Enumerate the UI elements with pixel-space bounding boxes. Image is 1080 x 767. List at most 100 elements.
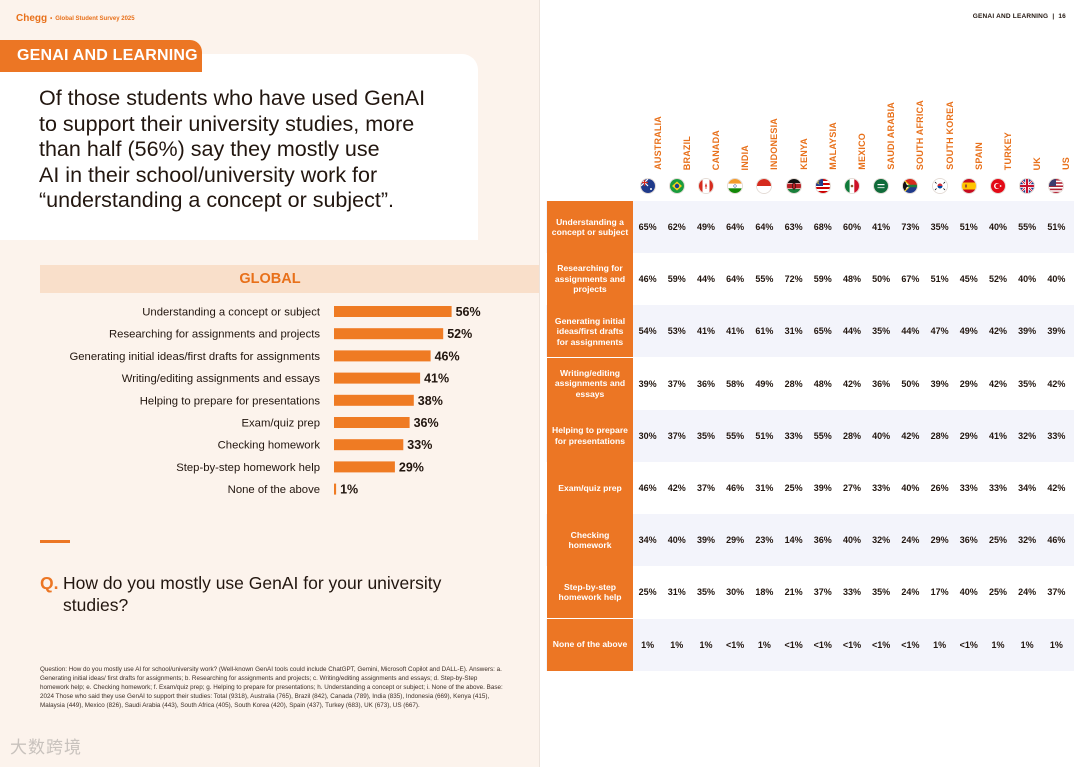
table-cell: 67% xyxy=(901,274,920,285)
bar-category-label: Generating initial ideas/first drafts fo… xyxy=(69,351,320,363)
table-cell: 64% xyxy=(755,222,774,232)
table-cell: 41% xyxy=(696,326,715,337)
table-cell: 39% xyxy=(1047,326,1066,337)
flag-my-icon xyxy=(815,179,830,193)
table-cell: 1% xyxy=(641,639,655,650)
footnote: Question: How do you mostly use AI for s… xyxy=(40,666,503,709)
flag-mx-icon xyxy=(844,179,859,193)
table-row: Writing/editing assignments and essays 39… xyxy=(546,357,1074,410)
table-row: Understanding a concept or subject 65% 62%… xyxy=(546,201,1074,253)
table-cell: 1% xyxy=(1020,639,1034,650)
bar xyxy=(334,372,421,384)
table-cell: <1% xyxy=(901,639,920,650)
country-name: UK xyxy=(1032,156,1043,170)
table-cell: 29% xyxy=(930,535,949,546)
country-name: SAUDI ARABIA xyxy=(886,102,897,170)
table-cell: 40% xyxy=(959,587,978,598)
table-cell: 44% xyxy=(696,274,715,285)
table-cell: 34% xyxy=(1018,483,1037,493)
table-cell: 44% xyxy=(901,326,920,337)
row-label: Checking homework xyxy=(547,514,633,567)
flag-kr-icon xyxy=(932,179,947,193)
brand-header: Chegg • Global Student Survey 2025 xyxy=(16,13,135,24)
table-cell: 61% xyxy=(755,326,774,337)
bar-value-label: 1% xyxy=(340,483,358,497)
country-name: MALAYSIA xyxy=(827,122,838,170)
table-cell: 47% xyxy=(930,326,949,337)
flag-uk-icon xyxy=(1020,179,1035,193)
table-cell: 24% xyxy=(901,535,920,546)
survey-question: Q. How do you mostly use GenAI for your … xyxy=(40,572,500,616)
table-cell: 32% xyxy=(1018,535,1037,546)
table-cell: 28% xyxy=(784,378,803,389)
page-header-separator: | xyxy=(1052,13,1055,20)
bar-category-label: Writing/editing assignments and essays xyxy=(122,373,321,385)
country-name: KENYA xyxy=(798,138,809,170)
table-cell: 24% xyxy=(901,587,920,598)
table-cell: 14% xyxy=(784,535,803,546)
table-cell: 65% xyxy=(813,326,832,337)
flag-us-icon xyxy=(1049,179,1064,193)
right-page: GENAI AND LEARNING | 16 AUSTRALIA BRAZIL CAN… xyxy=(540,0,1080,767)
table-cell: 73% xyxy=(901,222,920,232)
global-bar-chart: Understanding a concept or subject 56% Res… xyxy=(69,305,480,497)
table-cell: 25% xyxy=(988,587,1007,598)
table-cell: 58% xyxy=(726,378,745,389)
table-cell: 1% xyxy=(1049,639,1063,650)
bar xyxy=(334,417,410,428)
bar-value-label: 29% xyxy=(399,460,424,474)
table-cell: 45% xyxy=(959,274,978,285)
table-cell: 37% xyxy=(813,587,832,598)
table-cell: 29% xyxy=(959,378,978,389)
table-cell: 28% xyxy=(842,430,861,441)
table-cell: 52% xyxy=(988,274,1007,285)
table-cell: 31% xyxy=(784,326,803,337)
table-cell: 36% xyxy=(813,535,832,546)
table-cell: 25% xyxy=(638,587,657,598)
table-cell: 1% xyxy=(991,639,1005,650)
table-cell: 35% xyxy=(872,587,891,598)
bar-category-label: Helping to prepare for presentations xyxy=(140,395,321,407)
table-cell: 37% xyxy=(696,483,715,493)
table-cell: 33% xyxy=(842,587,861,598)
row-label: Helping to prepare for presentations xyxy=(547,409,633,462)
table-cell: 40% xyxy=(1018,274,1037,285)
table-cell: 37% xyxy=(1047,587,1066,598)
table-cell: 33% xyxy=(1047,430,1066,441)
table-cell: 40% xyxy=(988,222,1007,232)
bar xyxy=(334,394,414,406)
section-tab: GENAI AND LEARNING xyxy=(0,40,202,72)
table-cell: 39% xyxy=(813,483,832,493)
brand-subtitle: Global Student Survey 2025 xyxy=(55,16,135,22)
table-cell: 41% xyxy=(872,222,891,232)
headline-text: Of those students who have used GenAI to… xyxy=(39,86,426,212)
bar xyxy=(334,461,395,473)
table-cell: 49% xyxy=(959,326,978,337)
table-cell: <1% xyxy=(842,639,862,650)
table-cell: 28% xyxy=(930,430,949,441)
row-label: Researching for assignments and projects xyxy=(547,253,633,306)
country-name: INDONESIA xyxy=(769,118,780,170)
table-cell: 64% xyxy=(726,222,745,232)
table-cell: 55% xyxy=(813,430,832,441)
table-cell: 48% xyxy=(813,378,832,389)
table-cell: 62% xyxy=(667,222,686,232)
table-cell: 39% xyxy=(638,378,657,389)
row-label: Writing/editing assignments and essays xyxy=(547,357,633,410)
country-name: SOUTH AFRICA xyxy=(915,99,926,170)
country-name: SPAIN xyxy=(973,142,984,170)
table-cell: 44% xyxy=(842,326,861,337)
table-cell: 42% xyxy=(1047,483,1066,493)
table-cell: 35% xyxy=(696,430,715,441)
table-cell: 72% xyxy=(784,274,803,285)
table-cell: 53% xyxy=(667,326,686,337)
table-cell: 1% xyxy=(670,639,684,650)
table-cell: 33% xyxy=(784,430,803,441)
bar-category-label: Understanding a concept or subject xyxy=(142,307,321,319)
flag-au-icon xyxy=(640,179,655,193)
table-cell: 59% xyxy=(667,274,686,285)
table-row: Exam/quiz prep 46% 42% 37% 46% 31% 25% 39% 27% 33… xyxy=(546,462,1074,514)
column-header-south-africa: SOUTH AFRICA xyxy=(896,92,925,200)
row-label: Understanding a concept or subject xyxy=(547,201,633,253)
row-label: Generating initial ideas/first drafts fo… xyxy=(547,305,633,358)
